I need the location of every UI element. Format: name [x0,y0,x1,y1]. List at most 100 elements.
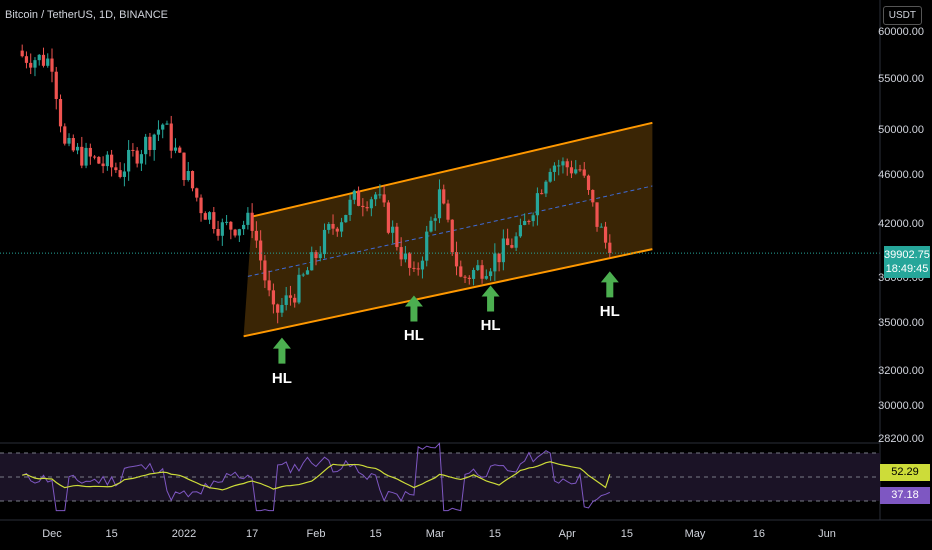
rsi-value-badge: 37.18 [880,487,930,504]
candle-body [467,277,471,279]
price-tick: 28200.00 [878,433,924,445]
candle-body [348,199,352,215]
candle-body [246,212,250,225]
candle-body [50,58,54,72]
candle-body [557,165,561,167]
candle-body [156,129,161,135]
candle-body [271,290,276,305]
candle-body [608,242,612,254]
candle-body [386,202,390,233]
channel-upper-line[interactable] [251,121,653,218]
candle-body [24,56,29,63]
candle-body [514,236,518,248]
candle-body [169,123,173,151]
hl-annotation: HL [403,327,424,345]
candle-body [301,274,305,276]
candle-body [506,238,510,246]
candle-body [101,163,105,167]
candle-body [54,71,58,100]
candle-body [280,304,284,313]
time-tick: 15 [488,528,501,540]
candle-body [229,221,233,230]
candle-body [586,175,591,190]
candle-body [207,212,212,220]
candle-body [595,202,599,227]
candle-body [135,150,139,164]
time-tick: Feb [306,528,326,540]
candle-body [412,267,416,269]
candle-body [591,189,595,203]
candle-body [437,189,442,219]
price-tick: 60000.00 [878,26,924,38]
candle-body [267,280,271,291]
up-arrow-icon [404,295,423,322]
rsi-ma-badge: 52.29 [880,464,930,481]
candle-body [471,269,476,279]
candle-body [148,136,152,150]
candle-body [310,252,314,271]
candle-body [540,193,544,195]
candle-body [276,304,280,313]
candle-body [523,220,527,226]
candle-body [599,226,603,228]
candle-body [186,170,190,181]
time-tick: 17 [246,528,259,540]
candle-body [254,230,258,241]
candle-body [450,219,454,253]
channel-fill [243,122,653,337]
time-tick: 15 [369,528,382,540]
candle-body [399,247,403,260]
time-tick: May [684,528,706,540]
candle-body [114,167,118,171]
candle-body [527,220,531,222]
candle-body [173,147,178,151]
candle-body [454,252,459,267]
channel-lower-line[interactable] [243,248,653,338]
candle-body [203,213,207,220]
candle-body [127,149,131,172]
candle-body [122,171,126,177]
candle-body [178,147,182,153]
candle-body [75,146,80,151]
candle-body [199,197,203,214]
candle-body [263,260,267,281]
bar-countdown: 18:49:45 [885,263,929,275]
candle-body [442,189,446,204]
candle-body [403,253,408,260]
candle-body [71,138,75,151]
candle-body [322,229,327,255]
candle-body [195,188,199,198]
candle-body [293,297,297,303]
candle-body [63,126,67,144]
candle-body [391,226,395,233]
candle-body [603,226,608,243]
candle-body [220,222,224,236]
candle-body [484,276,488,279]
symbol-title[interactable]: Bitcoin / TetherUS, 1D, BINANCE [5,9,169,21]
candle-body [420,260,425,270]
candle-body [433,218,437,221]
candle-body [335,228,339,232]
candle-body [361,205,365,208]
time-tick: 15 [620,528,633,540]
candle-body [139,154,144,164]
candle-body [305,270,310,275]
candle-body [37,54,41,61]
candle-body [190,170,195,189]
candle-body [224,221,229,223]
candle-body [284,295,288,305]
candle-body [212,212,216,229]
candle-body [344,214,348,223]
candle-body [314,252,318,259]
currency-button[interactable]: USDT [882,6,922,25]
candle-body [233,229,237,236]
time-tick: Mar [425,528,445,540]
candle-body [408,253,412,268]
candle-body [574,169,578,174]
hl-annotation: HL [271,369,292,387]
candle-body [446,203,450,220]
candle-body [97,156,101,164]
candle-body [152,134,156,150]
up-arrow-icon [272,337,291,364]
